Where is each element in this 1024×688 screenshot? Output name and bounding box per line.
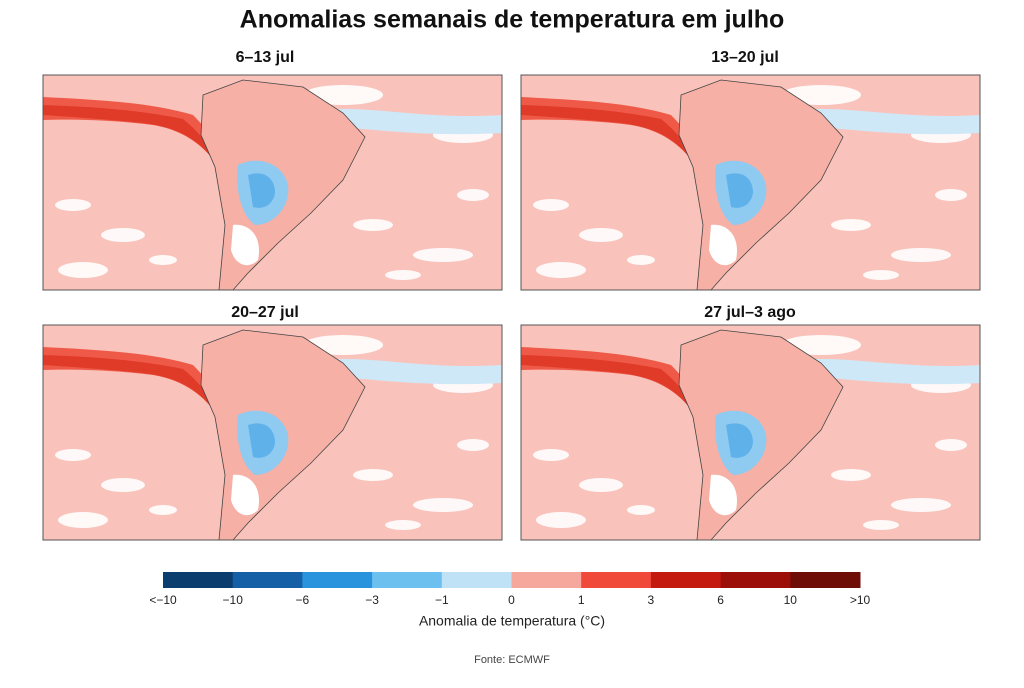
- color-swatch: [511, 572, 582, 588]
- color-swatch: [790, 572, 861, 588]
- colorbar-tick-label: >10: [850, 593, 871, 607]
- map: [520, 324, 981, 541]
- map: [42, 74, 503, 291]
- color-swatch: [302, 572, 373, 588]
- colorbar-tick-label: <−10: [149, 593, 177, 607]
- colorbar-tick-label: −10: [223, 593, 244, 607]
- colorbar-tick-label: 1: [578, 593, 585, 607]
- panel-title: 27 jul–3 ago: [704, 304, 796, 321]
- map: [42, 324, 503, 541]
- colorbar-tick-label: −3: [365, 593, 379, 607]
- panel-title: 6–13 jul: [236, 49, 295, 66]
- colorbar-tick-label: 6: [717, 593, 724, 607]
- color-swatch: [720, 572, 791, 588]
- panel-title: 13–20 jul: [711, 49, 779, 66]
- color-swatch: [581, 572, 652, 588]
- source: Fonte: ECMWF: [474, 654, 550, 666]
- color-swatch: [650, 572, 722, 588]
- color-swatch: [163, 572, 234, 588]
- color-swatch: [372, 572, 443, 588]
- title: Anomalias semanais de temperatura em jul…: [240, 6, 785, 34]
- colorbar-tick-label: 3: [648, 593, 655, 607]
- color-swatch: [441, 572, 512, 588]
- map: [520, 74, 981, 291]
- colorbar-tick-label: −6: [296, 593, 310, 607]
- colorbar-tick-label: 10: [784, 593, 798, 607]
- colorbar-label: Anomalia de temperatura (°C): [419, 613, 605, 629]
- color-swatch: [232, 572, 303, 588]
- colorbar-tick-label: 0: [508, 593, 515, 607]
- colorbar-tick-label: −1: [435, 593, 449, 607]
- panel-title: 20–27 jul: [231, 304, 299, 321]
